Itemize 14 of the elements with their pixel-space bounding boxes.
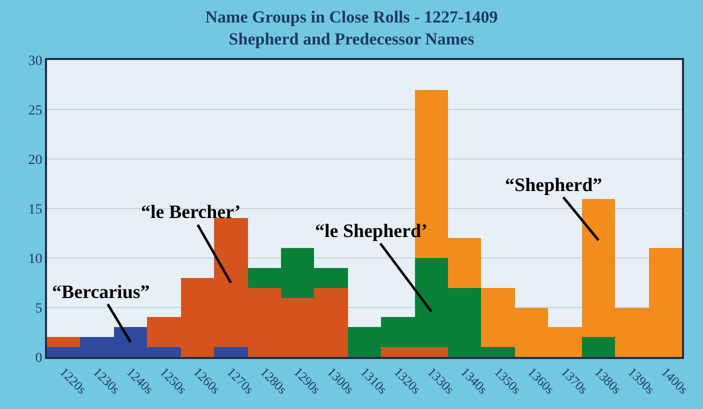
bar [582, 337, 615, 357]
y-tick-label: 30 [28, 54, 42, 69]
y-tick-label: 25 [28, 103, 42, 118]
bar [214, 347, 248, 357]
y-tick-label: 20 [28, 152, 42, 168]
y-tick-label: 15 [28, 202, 42, 218]
y-tick-label: 0 [35, 350, 42, 366]
series-label: “le Bercher’ [141, 202, 241, 223]
y-tick-label: 10 [28, 252, 42, 267]
series-label: “Shepherd” [505, 175, 602, 196]
chart-title: Name Groups in Close Rolls - 1227-1409 Shepherd and Predecessor Names [205, 7, 498, 49]
series-label: “Bercarius” [52, 282, 150, 303]
y-tick-label: 5 [35, 301, 42, 316]
bar [47, 337, 80, 347]
